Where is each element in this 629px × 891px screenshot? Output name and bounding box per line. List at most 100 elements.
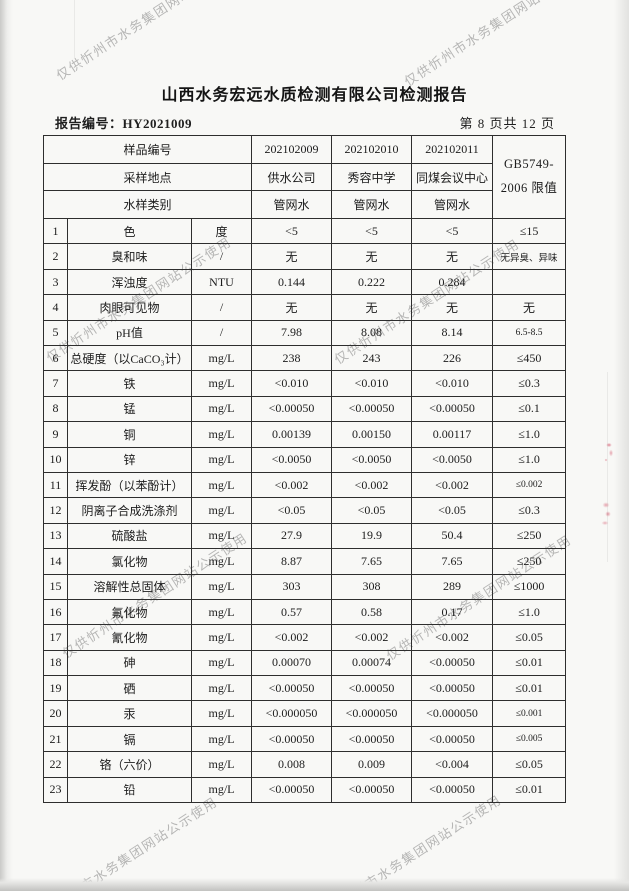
- value-sample2: 0.00150: [331, 421, 413, 448]
- row-no: 19: [43, 675, 68, 702]
- param-unit: mg/L: [190, 421, 253, 448]
- row-no: 9: [43, 421, 68, 448]
- water-type-3: 管网水: [411, 190, 494, 220]
- table-row: 19 硒 mg/L <0.00050 <0.00050 <0.00050 ≤0.01: [43, 675, 567, 702]
- param-unit: mg/L: [190, 446, 253, 473]
- value-sample1: 0.00139: [251, 421, 333, 448]
- value-sample1: 0.00070: [251, 649, 333, 677]
- value-sample2: 308: [331, 573, 413, 600]
- param-name: 总硬度（以CaCO₃计）: [67, 345, 192, 372]
- param-name: 肉眼可见物: [67, 294, 192, 321]
- row-no: 12: [43, 497, 68, 524]
- value-sample1: <5: [251, 218, 333, 245]
- param-name: 镉: [67, 725, 192, 753]
- row-no: 16: [43, 598, 68, 626]
- param-name: 硫酸盐: [67, 522, 192, 550]
- limit-value: ≤0.01: [492, 776, 567, 804]
- param-unit: mg/L: [190, 497, 253, 524]
- limit-value: [492, 268, 567, 296]
- param-unit: mg/L: [190, 675, 253, 702]
- value-sample2: <0.002: [331, 624, 413, 651]
- limit-value: ≤0.3: [492, 497, 567, 524]
- row-no: 2: [43, 243, 68, 270]
- param-unit: mg/L: [190, 649, 253, 677]
- param-unit: NTU: [190, 268, 253, 296]
- table-row: 11 挥发酚（以苯酚计） mg/L <0.002 <0.002 <0.002 ≤0.002: [43, 471, 567, 499]
- row-no: 4: [43, 294, 68, 321]
- value-sample1: 0.144: [251, 268, 333, 296]
- value-sample1: 7.98: [251, 319, 333, 347]
- param-name: 挥发酚（以苯酚计）: [67, 471, 192, 499]
- value-sample3: <0.004: [411, 751, 494, 778]
- row-no: 21: [43, 725, 68, 753]
- table-row: 10 锌 mg/L <0.0050 <0.0050 <0.0050 ≤1.0: [43, 446, 567, 473]
- param-name: 溶解性总固体: [67, 573, 192, 600]
- value-sample1: 238: [251, 345, 333, 372]
- value-sample1: <0.00050: [251, 675, 333, 702]
- value-sample3: <0.05: [411, 497, 494, 524]
- value-sample1: 0.57: [251, 598, 333, 626]
- table-row: 7 铁 mg/L <0.010 <0.010 <0.010 ≤0.3: [43, 370, 567, 397]
- value-sample2: <0.0050: [331, 446, 413, 473]
- row-no: 18: [43, 649, 68, 677]
- header-row-sample-id: 样品编号 202102009 202102010 202102011 GB574…: [42, 134, 567, 220]
- table-row: 14 氯化物 mg/L 8.87 7.65 7.65 ≤250: [43, 548, 567, 575]
- value-sample2: 8.08: [331, 319, 413, 347]
- table-row: 4 肉眼可见物 / 无无无无: [43, 294, 567, 321]
- limit-value: ≤0.002: [492, 471, 567, 499]
- value-sample1: <0.002: [251, 624, 333, 651]
- param-name: 色: [67, 218, 192, 245]
- location-3: 同煤会议中心: [411, 162, 494, 192]
- water-type-1: 管网水: [251, 190, 333, 220]
- value-sample1: <0.00050: [251, 776, 333, 804]
- limit-value: 无: [492, 294, 567, 321]
- report-number: 报告编号：HY2021009: [55, 116, 193, 131]
- value-sample2: 7.65: [331, 548, 413, 575]
- value-sample3: 226: [411, 345, 494, 372]
- watermark: 仅供忻州市水务集团网站公示使用: [29, 794, 221, 891]
- water-type-2: 管网水: [331, 190, 413, 220]
- value-sample1: <0.00050: [251, 725, 333, 753]
- location-label: 采样地点: [42, 162, 253, 192]
- limit-value: ≤0.01: [492, 649, 567, 677]
- param-unit: mg/L: [190, 725, 253, 753]
- value-sample3: 0.00117: [411, 421, 494, 448]
- row-no: 8: [43, 395, 68, 423]
- scan-edge-right: [614, 0, 629, 891]
- watermark: 仅供忻州市水务集团网站公示使用: [53, 0, 245, 84]
- param-name: 硒: [67, 675, 192, 702]
- value-sample2: <0.002: [331, 471, 413, 499]
- limit-value: ≤450: [492, 345, 567, 372]
- limit-value: ≤250: [492, 548, 567, 575]
- value-sample3: <0.010: [411, 370, 494, 397]
- value-sample3: <0.002: [411, 471, 494, 499]
- limit-column-header: GB5749- 2006 限值: [492, 134, 567, 220]
- value-sample2: <0.00050: [331, 725, 413, 753]
- value-sample1: <0.000050: [251, 700, 333, 727]
- value-sample1: 27.9: [251, 522, 333, 550]
- param-name: 氟化物: [67, 598, 192, 626]
- table-row: 16 氟化物 mg/L 0.57 0.58 0.17 ≤1.0: [43, 598, 567, 626]
- value-sample2: 无: [331, 294, 413, 321]
- param-name: 锌: [67, 446, 192, 473]
- row-no: 14: [43, 548, 68, 575]
- table-row: 1 色度 <5 <5 <5 ≤15: [43, 218, 567, 245]
- value-sample2: 0.58: [331, 598, 413, 626]
- param-unit: mg/L: [190, 598, 253, 626]
- water-quality-table: 样品编号 202102009 202102010 202102011 GB574…: [42, 134, 567, 804]
- limit-value: 6.5-8.5: [492, 319, 567, 347]
- limit-value: ≤0.001: [492, 700, 567, 727]
- value-sample3: 无: [411, 243, 494, 270]
- value-sample3: <0.00050: [411, 675, 494, 702]
- param-name: 阴离子合成洗涤剂: [67, 497, 192, 524]
- value-sample2: <0.05: [331, 497, 413, 524]
- param-unit: mg/L: [190, 370, 253, 397]
- table-row: 21 镉 mg/L <0.00050 <0.00050 <0.00050 ≤0.005: [43, 725, 567, 753]
- scan-fold-line: [607, 372, 608, 562]
- sample-id-1: 202102009: [251, 135, 333, 164]
- table-row: 12 阴离子合成洗涤剂 mg/L <0.05 <0.05 <0.05 ≤0.3: [43, 497, 567, 524]
- value-sample3: 50.4: [411, 522, 494, 550]
- value-sample3: <0.002: [411, 624, 494, 651]
- scan-edge-left: [0, 0, 13, 891]
- value-sample3: <0.000050: [411, 700, 494, 727]
